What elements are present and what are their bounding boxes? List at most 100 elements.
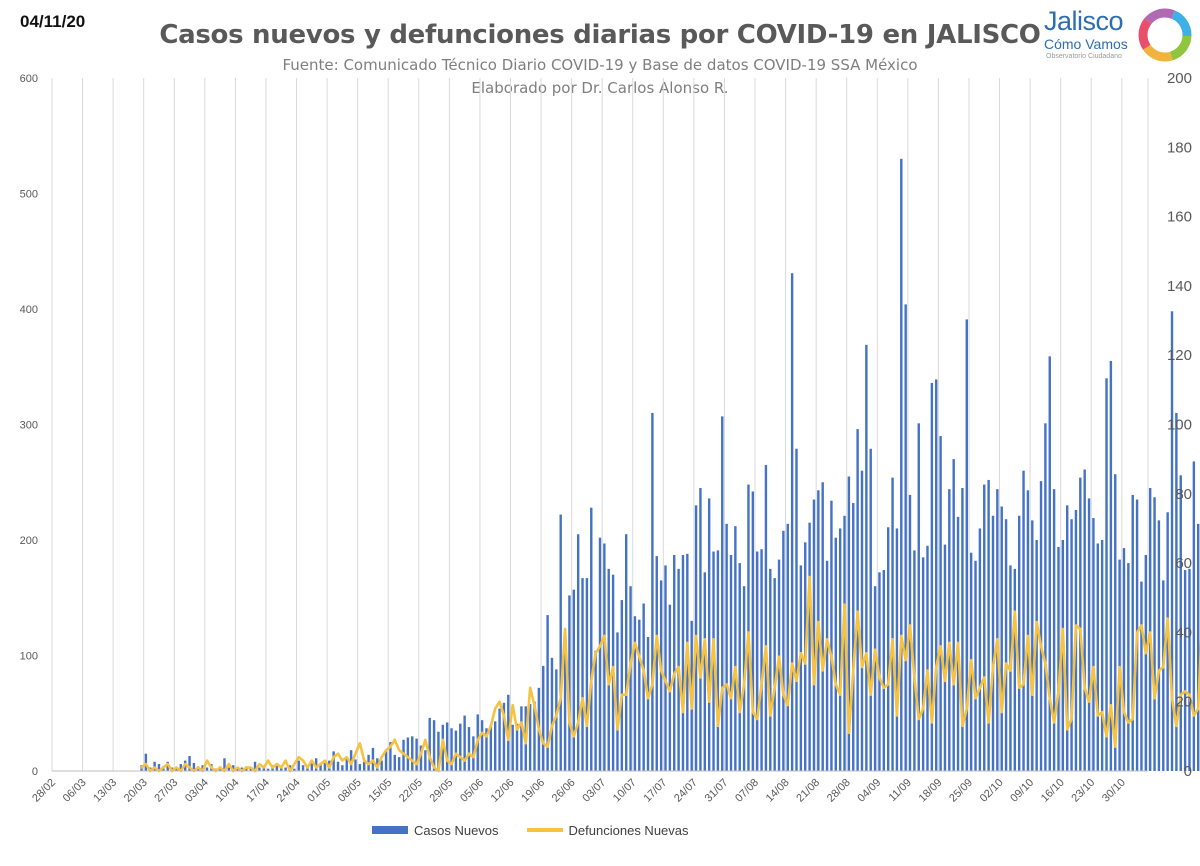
bar-casos bbox=[786, 523, 789, 771]
x-tick-label: 17/04 bbox=[244, 777, 272, 805]
bar-casos bbox=[310, 761, 314, 771]
bar-casos bbox=[904, 304, 907, 771]
y-right-tick-label: 100 bbox=[1167, 417, 1192, 434]
bar-casos bbox=[546, 615, 549, 771]
bar-casos bbox=[900, 158, 903, 772]
bar-casos bbox=[1035, 540, 1038, 771]
bar-casos bbox=[432, 720, 436, 771]
bar-casos bbox=[445, 722, 449, 771]
bar-casos bbox=[603, 543, 606, 771]
x-tick-label: 31/07 bbox=[703, 777, 731, 805]
bar-casos bbox=[856, 429, 859, 771]
bar-casos bbox=[865, 344, 868, 771]
bar-casos bbox=[341, 765, 344, 771]
bar-casos bbox=[1096, 543, 1099, 771]
bar-casos bbox=[1148, 488, 1152, 771]
bar-casos bbox=[655, 556, 658, 771]
chart-legend: Casos Nuevos Defunciones Nuevas bbox=[372, 821, 689, 839]
x-tick-label: 19/06 bbox=[519, 777, 547, 805]
bar-casos bbox=[707, 498, 711, 771]
bar-casos bbox=[232, 765, 235, 771]
y-left-tick-label: 600 bbox=[20, 73, 38, 85]
bar-casos bbox=[725, 523, 728, 771]
logo-subtitle: Cómo Vamos bbox=[1044, 36, 1128, 52]
bar-casos bbox=[1157, 520, 1161, 771]
line-defunciones bbox=[140, 575, 1200, 773]
bar-casos bbox=[1183, 570, 1187, 771]
axes: 28/02 06/03 13/03 20/03 27/03 03/04 10/04 17/04… bbox=[20, 70, 1192, 805]
bar-casos bbox=[332, 751, 335, 771]
bar-casos bbox=[424, 750, 427, 771]
chart-title: Casos nuevos y defunciones diarias por C… bbox=[159, 20, 1041, 50]
bar-casos bbox=[873, 586, 877, 771]
bar-casos bbox=[520, 706, 523, 771]
x-tick-label: 02/10 bbox=[978, 777, 1006, 805]
bar-casos bbox=[847, 476, 851, 771]
bar-casos bbox=[275, 764, 279, 771]
bar-casos bbox=[358, 764, 362, 771]
bar-casos bbox=[1026, 490, 1030, 771]
bar-casos bbox=[961, 488, 964, 771]
bar-casos bbox=[1131, 494, 1134, 771]
bar-casos bbox=[808, 522, 811, 771]
bar-casos bbox=[576, 534, 580, 771]
y-left-tick-label: 500 bbox=[20, 189, 38, 201]
bar-casos bbox=[1022, 470, 1025, 771]
x-tick-label: 23/10 bbox=[1069, 777, 1097, 805]
bar-casos bbox=[336, 761, 340, 771]
x-tick-label: 24/04 bbox=[275, 777, 303, 805]
bar-casos bbox=[917, 423, 920, 771]
bar-casos bbox=[454, 730, 458, 771]
bar-casos bbox=[293, 768, 296, 771]
bar-casos bbox=[930, 382, 934, 771]
x-tick-label: 10/07 bbox=[611, 777, 639, 805]
bar-casos bbox=[1092, 518, 1095, 771]
bar-casos bbox=[1175, 412, 1178, 771]
bar-casos bbox=[860, 470, 864, 771]
logo-word: Jalisco bbox=[1044, 6, 1124, 36]
bar-casos bbox=[494, 721, 497, 771]
bar-casos bbox=[747, 484, 750, 771]
x-tick-label: 06/03 bbox=[61, 777, 89, 805]
x-tick-label: 08/05 bbox=[336, 777, 364, 805]
legend-swatch-defunciones bbox=[526, 828, 563, 832]
bar-casos bbox=[384, 751, 388, 771]
bar-casos bbox=[948, 489, 951, 771]
y-right-tick-label: 0 bbox=[1184, 763, 1192, 780]
bar-casos bbox=[935, 379, 938, 771]
x-tick-label: 20/03 bbox=[122, 777, 150, 805]
x-tick-label: 30/10 bbox=[1100, 777, 1128, 805]
x-tick-label: 10/04 bbox=[214, 777, 242, 805]
bar-casos bbox=[1192, 461, 1196, 771]
bar-casos bbox=[616, 632, 619, 771]
y-left-tick-label: 100 bbox=[20, 651, 38, 663]
bar-casos bbox=[406, 737, 410, 771]
bar-casos bbox=[467, 727, 471, 771]
bar-casos bbox=[157, 764, 161, 771]
bar-casos bbox=[716, 550, 720, 771]
bar-casos bbox=[284, 767, 287, 771]
x-tick-label: 16/10 bbox=[1039, 777, 1067, 805]
y-right-tick-label: 180 bbox=[1167, 139, 1192, 156]
bar-casos bbox=[480, 720, 484, 771]
bar-casos bbox=[1031, 520, 1034, 771]
bar-casos bbox=[1197, 523, 1200, 771]
bar-casos bbox=[625, 534, 628, 771]
y-right-tick-label: 160 bbox=[1167, 209, 1192, 226]
bar-casos bbox=[843, 515, 846, 771]
bar-casos bbox=[415, 738, 418, 771]
bar-casos bbox=[1079, 477, 1082, 771]
bar-casos bbox=[411, 736, 414, 771]
bar-casos bbox=[555, 669, 558, 771]
bar-casos bbox=[528, 704, 532, 771]
bar-casos bbox=[965, 319, 968, 771]
bar-casos bbox=[1144, 555, 1148, 771]
bar-casos bbox=[1122, 548, 1126, 771]
y-right-tick-label: 80 bbox=[1175, 486, 1192, 503]
bar-casos bbox=[389, 742, 392, 772]
bar-casos bbox=[585, 578, 589, 771]
bar-casos bbox=[502, 702, 506, 771]
y-right-tick-label: 60 bbox=[1175, 555, 1192, 572]
x-tick-label: 12/06 bbox=[489, 777, 517, 805]
bar-casos bbox=[729, 555, 733, 771]
